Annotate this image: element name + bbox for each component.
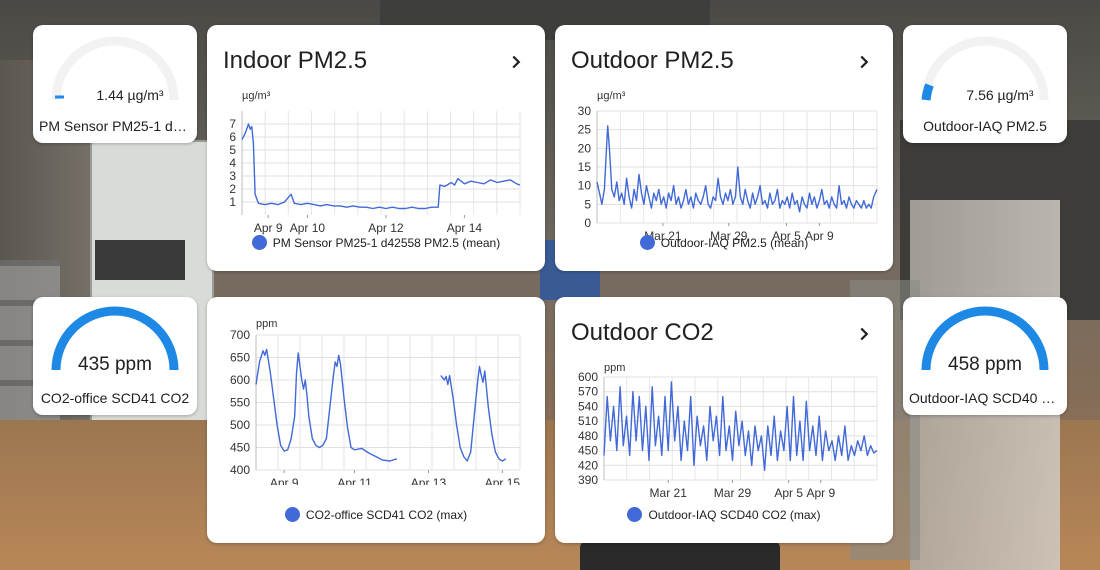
x-tick-label: Apr 5 bbox=[772, 229, 801, 241]
y-tick-label: 650 bbox=[230, 351, 250, 365]
y-tick-label: 700 bbox=[230, 328, 250, 342]
y-tick-label: 450 bbox=[230, 441, 250, 455]
x-tick-label: Apr 9 bbox=[270, 476, 299, 485]
gauge-arc bbox=[921, 306, 1049, 371]
y-tick-label: 25 bbox=[578, 123, 592, 137]
x-tick-label: Mar 21 bbox=[650, 486, 688, 500]
chevron-right-icon[interactable] bbox=[505, 51, 527, 73]
y-axis-unit: µg/m³ bbox=[242, 90, 271, 102]
chevron-right-icon[interactable] bbox=[853, 51, 875, 73]
gauge-arc bbox=[921, 36, 1049, 101]
x-tick-label: Apr 12 bbox=[368, 221, 404, 235]
gauge-name: Outdoor-IAQ PM2.5 bbox=[923, 118, 1047, 134]
gauge-value: 7.56 µg/m³ bbox=[966, 87, 1034, 103]
y-tick-label: 10 bbox=[578, 179, 592, 193]
y-tick-label: 390 bbox=[578, 473, 598, 487]
gauge-value: 435 ppm bbox=[78, 354, 152, 375]
legend[interactable]: Outdoor-IAQ SCD40 CO2 (max) bbox=[555, 507, 893, 522]
series-line bbox=[241, 123, 521, 210]
gauge-name: CO2-office SCD41 CO2 bbox=[40, 390, 190, 406]
y-axis-unit: ppm bbox=[256, 318, 278, 330]
gauge-level-indicator bbox=[921, 83, 934, 101]
y-tick-label: 30 bbox=[578, 104, 592, 118]
legend-color-dot bbox=[251, 235, 267, 250]
y-tick-label: 5 bbox=[584, 197, 591, 211]
y-axis-unit: ppm bbox=[604, 362, 626, 374]
indoor-pm-chart-card[interactable]: Indoor PM2.5 µg/m³ 1 2 3 4 5 6 7 Apr 9 Apr 10 Apr… bbox=[207, 25, 545, 271]
legend-color-dot bbox=[639, 235, 655, 250]
legend[interactable]: CO2-office SCD41 CO2 (max) bbox=[207, 507, 545, 522]
y-tick-label: 3 bbox=[229, 169, 236, 183]
y-tick-label: 15 bbox=[578, 160, 592, 174]
gauge-name: Outdoor-IAQ SCD40 CO2 bbox=[909, 390, 1061, 406]
series-line bbox=[440, 365, 507, 462]
legend-label: CO2-office SCD41 CO2 (max) bbox=[305, 507, 468, 522]
y-tick-label: 450 bbox=[578, 444, 598, 458]
x-tick-label: Apr 14 bbox=[447, 221, 483, 235]
outdoor-pm-chart-card[interactable]: Outdoor PM2.5 µg/m³ 0 5 10 15 20 25 30 Mar 21 Ma… bbox=[555, 25, 893, 271]
x-tick-label: Apr 9 bbox=[805, 229, 834, 241]
y-axis-unit: µg/m³ bbox=[597, 90, 626, 102]
y-tick-label: 5 bbox=[229, 143, 236, 157]
y-tick-label: 550 bbox=[230, 396, 250, 410]
y-tick-label: 4 bbox=[229, 156, 236, 170]
series-line bbox=[596, 125, 878, 213]
gauge-value: 458 ppm bbox=[948, 354, 1022, 375]
y-tick-label: 1 bbox=[229, 195, 236, 209]
outdoor-co2-chart-card[interactable]: Outdoor CO2 ppm 390 420 450 480 510 540 570 600… bbox=[555, 297, 893, 543]
y-tick-label: 600 bbox=[578, 370, 598, 384]
gauge-card-co2-outdoor[interactable]: 458 ppm Outdoor-IAQ SCD40 CO2 bbox=[903, 297, 1067, 415]
y-tick-label: 400 bbox=[230, 463, 250, 477]
card-title: Indoor PM2.5 bbox=[223, 47, 368, 74]
x-tick-label: Apr 5 bbox=[774, 486, 803, 500]
y-tick-label: 0 bbox=[584, 216, 591, 230]
legend[interactable]: Outdoor-IAQ PM2.5 (mean) bbox=[555, 235, 893, 250]
legend-label: Outdoor-IAQ PM2.5 (mean) bbox=[660, 235, 809, 250]
series-line bbox=[255, 348, 398, 462]
gauge-card-co2-office[interactable]: 435 ppm CO2-office SCD41 CO2 bbox=[33, 297, 197, 415]
y-tick-label: 540 bbox=[578, 399, 598, 413]
x-tick-label: Mar 29 bbox=[714, 486, 752, 500]
y-tick-label: 7 bbox=[229, 117, 236, 131]
legend-label: PM Sensor PM25-1 d42558 PM2.5 (mean) bbox=[272, 235, 501, 250]
x-tick-label: Apr 11 bbox=[337, 476, 372, 485]
y-tick-label: 600 bbox=[230, 373, 250, 387]
chevron-right-icon[interactable] bbox=[853, 323, 875, 345]
y-tick-label: 570 bbox=[578, 385, 598, 399]
y-tick-label: 500 bbox=[230, 418, 250, 432]
gauge-level-indicator bbox=[921, 306, 1049, 371]
legend-color-dot bbox=[284, 507, 300, 522]
card-title: Outdoor PM2.5 bbox=[571, 47, 734, 74]
gauge-arc bbox=[51, 36, 179, 101]
legend[interactable]: PM Sensor PM25-1 d42558 PM2.5 (mean) bbox=[207, 235, 545, 250]
co2-office-line-chart: 400 450 500 550 600 650 700 Apr 9 Apr 11 Apr 13 Ap… bbox=[230, 328, 521, 485]
x-tick-label: Apr 15 bbox=[485, 476, 521, 485]
x-tick-label: Apr 9 bbox=[806, 486, 835, 500]
legend-label: Outdoor-IAQ SCD40 CO2 (max) bbox=[648, 507, 821, 522]
gauge-value: 1.44 µg/m³ bbox=[96, 87, 164, 103]
legend-color-dot bbox=[627, 507, 643, 522]
y-tick-label: 6 bbox=[229, 130, 236, 144]
y-tick-label: 20 bbox=[578, 141, 592, 155]
card-title: Outdoor CO2 bbox=[571, 319, 714, 346]
gauge-card-indoor-pm[interactable]: 1.44 µg/m³ PM Sensor PM25-1 d42558 PM2.5 bbox=[33, 25, 197, 143]
gauge-name: PM Sensor PM25-1 d42558 PM2.5 bbox=[39, 118, 191, 134]
y-tick-label: 2 bbox=[229, 182, 236, 196]
co2-office-chart-card[interactable]: ppm 400 450 500 550 600 650 700 Apr 9 Apr 11 Apr … bbox=[207, 297, 545, 543]
x-tick-label: Apr 9 bbox=[254, 221, 283, 235]
y-tick-label: 480 bbox=[578, 429, 598, 443]
series-line bbox=[603, 381, 878, 471]
x-tick-label: Mar 29 bbox=[710, 229, 748, 241]
gauge-arc bbox=[51, 306, 179, 371]
x-tick-label: Apr 13 bbox=[411, 476, 447, 485]
gauge-level-indicator bbox=[51, 306, 179, 371]
x-tick-label: Apr 10 bbox=[290, 221, 326, 235]
y-tick-label: 420 bbox=[578, 458, 598, 472]
y-tick-label: 510 bbox=[578, 414, 598, 428]
gauge-card-outdoor-pm[interactable]: 7.56 µg/m³ Outdoor-IAQ PM2.5 bbox=[903, 25, 1067, 143]
